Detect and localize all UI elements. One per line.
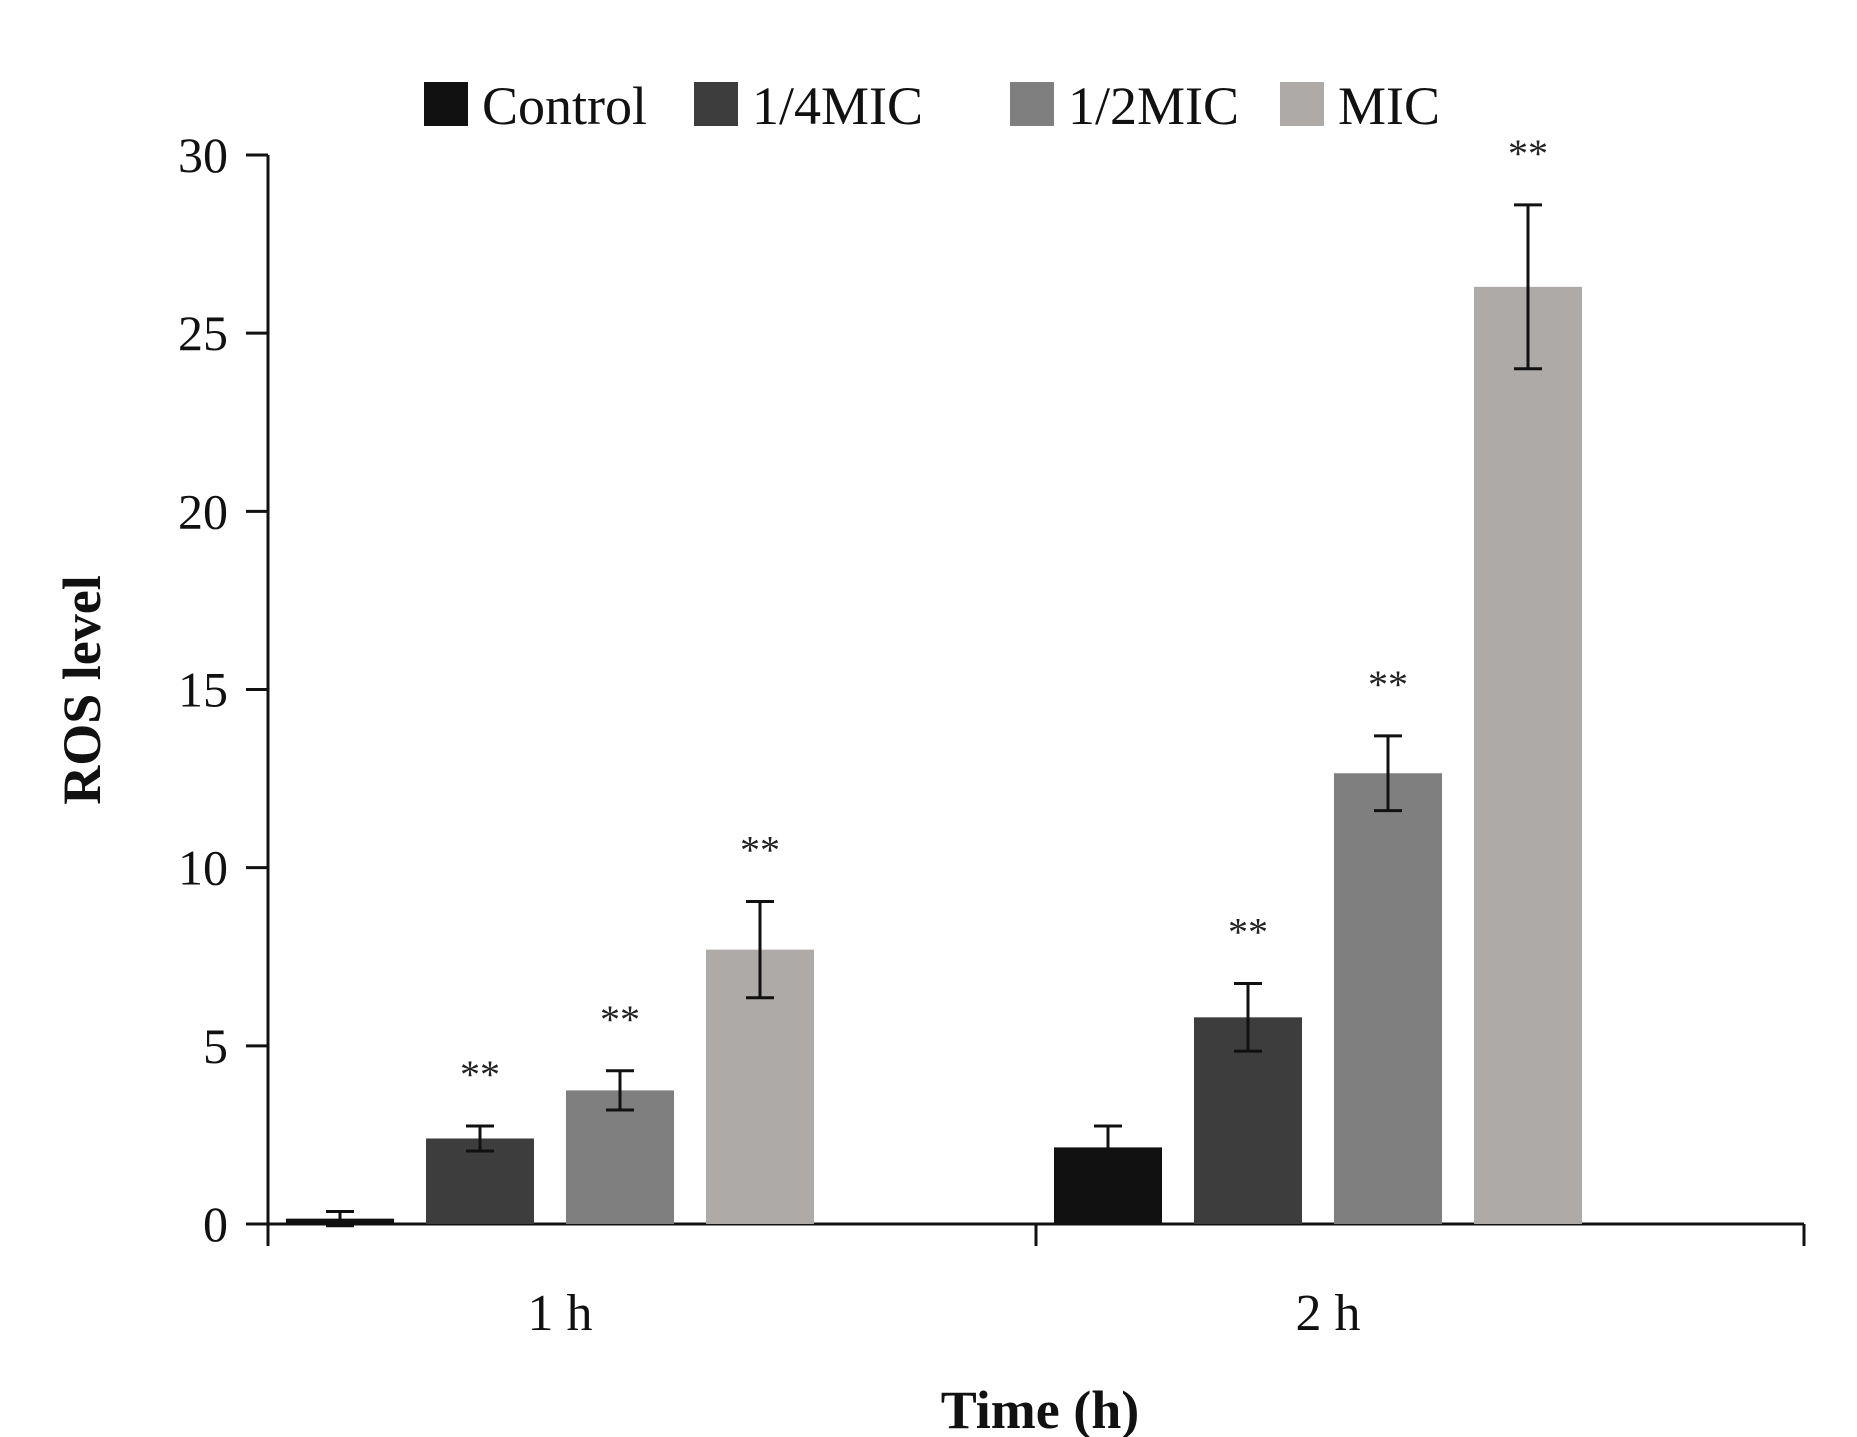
- significance-label: **: [600, 997, 640, 1042]
- y-tick-label: 30: [178, 127, 228, 183]
- y-axis-title: ROS level: [52, 575, 112, 804]
- y-tick-label: 25: [178, 305, 228, 361]
- legend-label: 1/4MIC: [752, 76, 923, 136]
- significance-label: **: [460, 1052, 500, 1097]
- bar: [1474, 286, 1582, 1224]
- x-category-label: 1 h: [528, 1285, 593, 1342]
- significance-label: **: [1508, 131, 1548, 176]
- bar: [1334, 773, 1442, 1224]
- y-tick-label: 15: [178, 662, 228, 718]
- legend: Control 1/4MIC 1/2MIC MIC: [424, 76, 1440, 136]
- legend-label: MIC: [1338, 76, 1440, 136]
- y-tick-label: 20: [178, 483, 228, 539]
- legend-label: 1/2MIC: [1068, 76, 1239, 136]
- error-bars: [326, 203, 1542, 1228]
- legend-swatch: [1010, 82, 1054, 126]
- x-axis: 1 h 2 h: [266, 1222, 1806, 1342]
- legend-label: Control: [482, 76, 647, 136]
- significance-label: **: [740, 828, 780, 873]
- bar: [426, 1138, 534, 1224]
- bar: [566, 1090, 674, 1224]
- y-tick-label: 5: [203, 1018, 228, 1074]
- bars: [286, 286, 1582, 1224]
- x-category-label: 2 h: [1296, 1285, 1361, 1342]
- legend-swatch: [694, 82, 738, 126]
- significance-label: **: [1228, 909, 1268, 954]
- y-axis: 0 5 10 15 20 25 30: [178, 127, 270, 1252]
- significance-label: **: [1368, 662, 1408, 707]
- y-tick-label: 10: [178, 840, 228, 896]
- x-axis-title: Time (h): [941, 1380, 1140, 1437]
- legend-swatch: [424, 82, 468, 126]
- annotations: ** ** ** ** ** **: [460, 131, 1548, 1097]
- y-tick-label: 0: [203, 1196, 228, 1252]
- legend-swatch: [1280, 82, 1324, 126]
